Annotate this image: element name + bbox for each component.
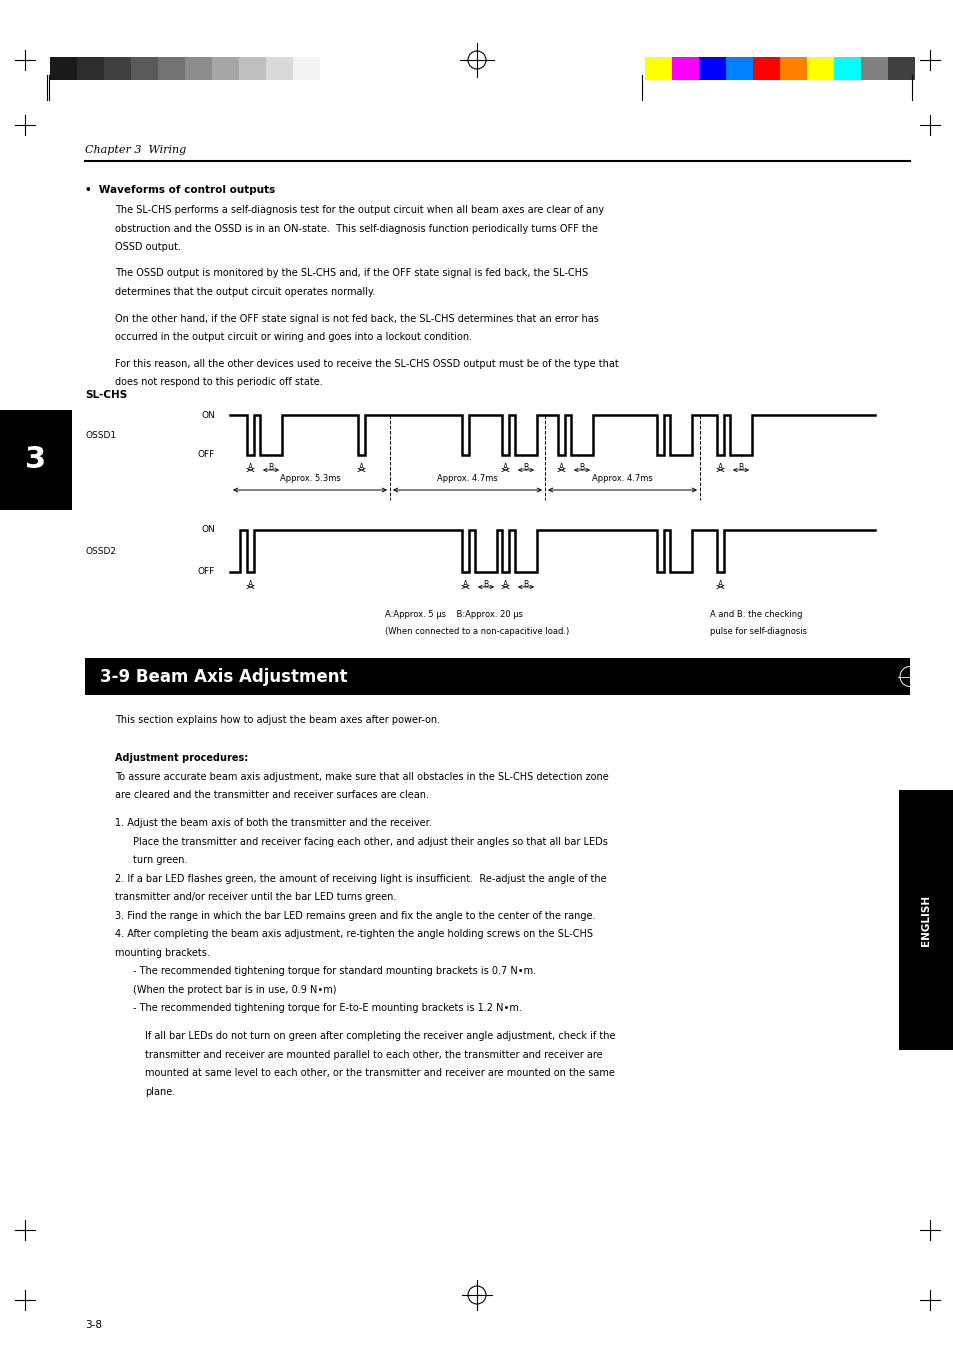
Text: A and B: the checking: A and B: the checking	[709, 611, 801, 619]
Text: ENGLISH: ENGLISH	[921, 894, 930, 946]
Text: B: B	[523, 463, 528, 471]
Text: A: A	[462, 580, 468, 589]
Bar	[131, 57, 158, 80]
Bar	[0, 409, 71, 509]
Text: B: B	[523, 580, 528, 589]
Text: A: A	[717, 463, 722, 471]
Bar	[861, 57, 887, 80]
Text: A: A	[502, 463, 508, 471]
Text: determines that the output circuit operates normally.: determines that the output circuit opera…	[115, 286, 375, 297]
Bar	[898, 790, 953, 1050]
Text: mounted at same level to each other, or the transmitter and receiver are mounted: mounted at same level to each other, or …	[145, 1069, 615, 1078]
Text: transmitter and/or receiver until the bar LED turns green.: transmitter and/or receiver until the ba…	[115, 893, 395, 902]
Text: •  Waveforms of control outputs: • Waveforms of control outputs	[85, 185, 275, 195]
Text: pulse for self-diagnosis: pulse for self-diagnosis	[709, 627, 806, 636]
Text: (When the protect bar is in use, 0.9 N•m): (When the protect bar is in use, 0.9 N•m…	[132, 985, 336, 994]
Text: does not respond to this periodic off state.: does not respond to this periodic off st…	[115, 377, 322, 386]
Text: (When connected to a non-capacitive load.): (When connected to a non-capacitive load…	[385, 627, 569, 636]
Text: turn green.: turn green.	[132, 855, 188, 866]
Text: B: B	[268, 463, 274, 471]
Bar	[671, 57, 699, 80]
Text: This section explains how to adjust the beam axes after power-on.: This section explains how to adjust the …	[115, 715, 439, 725]
Text: 3-8: 3-8	[85, 1320, 102, 1329]
Text: Approx. 4.7ms: Approx. 4.7ms	[436, 474, 497, 484]
Text: - The recommended tightening torque for E-to-E mounting brackets is 1.2 N•m.: - The recommended tightening torque for …	[132, 1004, 521, 1013]
Text: OSSD output.: OSSD output.	[115, 242, 181, 253]
Text: 4. After completing the beam axis adjustment, re-tighten the angle holding screw: 4. After completing the beam axis adjust…	[115, 929, 593, 939]
Bar	[887, 57, 914, 80]
Bar	[185, 57, 212, 80]
Bar	[725, 57, 752, 80]
Text: B: B	[578, 463, 584, 471]
Text: A: A	[358, 463, 364, 471]
Text: A: A	[717, 580, 722, 589]
Text: are cleared and the transmitter and receiver surfaces are clean.: are cleared and the transmitter and rece…	[115, 790, 429, 800]
Bar	[752, 57, 780, 80]
Text: A: A	[248, 580, 253, 589]
Text: ON: ON	[201, 526, 214, 535]
Text: 3: 3	[26, 446, 47, 474]
Bar	[212, 57, 239, 80]
Text: A: A	[248, 463, 253, 471]
Text: plane.: plane.	[145, 1086, 175, 1097]
Text: B: B	[738, 463, 742, 471]
Text: A:Approx. 5 μs    B:Approx. 20 μs: A:Approx. 5 μs B:Approx. 20 μs	[385, 611, 522, 619]
Text: occurred in the output circuit or wiring and goes into a lockout condition.: occurred in the output circuit or wiring…	[115, 332, 472, 342]
Text: To assure accurate beam axis adjustment, make sure that all obstacles in the SL-: To assure accurate beam axis adjustment,…	[115, 771, 608, 781]
Text: On the other hand, if the OFF state signal is not fed back, the SL-CHS determine: On the other hand, if the OFF state sign…	[115, 313, 598, 323]
Bar	[806, 57, 833, 80]
Bar	[158, 57, 185, 80]
Text: OFF: OFF	[197, 450, 214, 459]
Text: Adjustment procedures:: Adjustment procedures:	[115, 753, 248, 763]
Text: If all bar LEDs do not turn on green after completing the receiver angle adjustm: If all bar LEDs do not turn on green aft…	[145, 1031, 615, 1042]
Text: A: A	[558, 463, 563, 471]
Text: 3. Find the range in which the bar LED remains green and fix the angle to the ce: 3. Find the range in which the bar LED r…	[115, 911, 595, 921]
Text: For this reason, all the other devices used to receive the SL-CHS OSSD output mu: For this reason, all the other devices u…	[115, 358, 618, 369]
Text: 1. Adjust the beam axis of both the transmitter and the receiver.: 1. Adjust the beam axis of both the tran…	[115, 819, 432, 828]
Text: 2. If a bar LED flashes green, the amount of receiving light is insufficient.  R: 2. If a bar LED flashes green, the amoun…	[115, 874, 606, 884]
Bar	[85, 658, 909, 694]
Bar	[833, 57, 861, 80]
Text: 3-9 Beam Axis Adjustment: 3-9 Beam Axis Adjustment	[100, 667, 347, 685]
Text: Approx. 4.7ms: Approx. 4.7ms	[592, 474, 652, 484]
Text: A: A	[502, 580, 508, 589]
Bar	[266, 57, 293, 80]
Bar	[699, 57, 725, 80]
Text: The OSSD output is monitored by the SL-CHS and, if the OFF state signal is fed b: The OSSD output is monitored by the SL-C…	[115, 269, 587, 278]
Text: OSSD1: OSSD1	[85, 431, 116, 439]
Text: OSSD2: OSSD2	[85, 547, 116, 555]
Text: OFF: OFF	[197, 567, 214, 577]
Text: The SL-CHS performs a self-diagnosis test for the output circuit when all beam a: The SL-CHS performs a self-diagnosis tes…	[115, 205, 603, 215]
Bar	[50, 57, 77, 80]
Text: - The recommended tightening torque for standard mounting brackets is 0.7 N•m.: - The recommended tightening torque for …	[132, 966, 536, 977]
Bar	[239, 57, 266, 80]
Text: Chapter 3  Wiring: Chapter 3 Wiring	[85, 145, 186, 155]
Text: mounting brackets.: mounting brackets.	[115, 948, 210, 958]
Bar	[293, 57, 319, 80]
Bar	[104, 57, 131, 80]
Text: Place the transmitter and receiver facing each other, and adjust their angles so: Place the transmitter and receiver facin…	[132, 838, 607, 847]
Bar	[644, 57, 671, 80]
Text: obstruction and the OSSD is in an ON-state.  This self-diagnosis function period: obstruction and the OSSD is in an ON-sta…	[115, 223, 598, 234]
Text: transmitter and receiver are mounted parallel to each other, the transmitter and: transmitter and receiver are mounted par…	[145, 1050, 602, 1059]
Bar	[780, 57, 806, 80]
Text: B: B	[483, 580, 488, 589]
Text: ON: ON	[201, 411, 214, 420]
Text: SL-CHS: SL-CHS	[85, 390, 127, 400]
Bar	[77, 57, 104, 80]
Text: Approx. 5.3ms: Approx. 5.3ms	[279, 474, 340, 484]
